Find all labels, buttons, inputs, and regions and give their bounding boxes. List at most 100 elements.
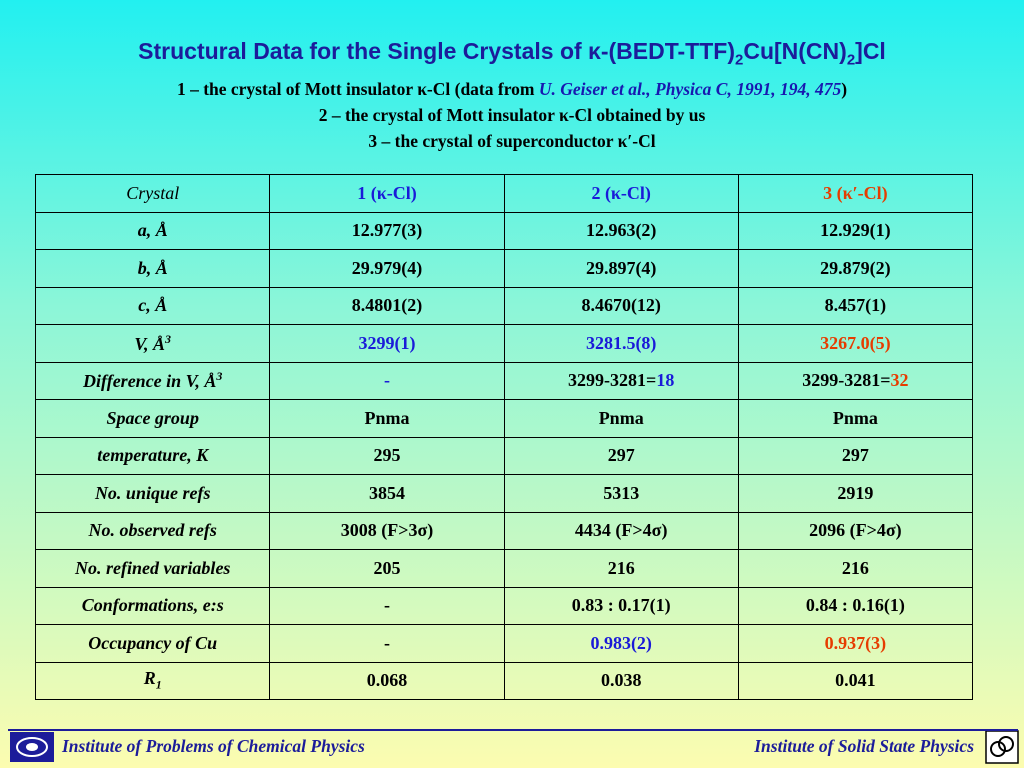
- table-cell: 0.84 : 0.16(1): [737, 586, 974, 625]
- table-cell: 1 (κ-Cl): [269, 174, 505, 213]
- table-row: temperature, K 295 297 297: [34, 436, 974, 475]
- table-cell: 0.83 : 0.17(1): [503, 586, 739, 625]
- table-cell: -: [269, 361, 505, 400]
- cell-text: 297: [841, 445, 869, 466]
- table-cell: 2919: [737, 474, 974, 513]
- cell-text: 8.4801(2): [351, 295, 423, 316]
- row-label-cell: No. observed refs: [34, 511, 271, 550]
- title-text: Structural Data for the Single Crystals …: [138, 38, 735, 64]
- cell-text: V, Å: [134, 333, 166, 354]
- row-label-cell: Crystal: [34, 174, 271, 213]
- cell-text: 3: [216, 369, 223, 384]
- cell-text: 3: [165, 331, 172, 346]
- table-cell: 4434 (F>4σ): [503, 511, 739, 550]
- table-cell: 8.4801(2): [269, 286, 505, 325]
- text: 3 – the crystal of superconductor κ′-Cl: [368, 131, 656, 151]
- cell-text: Pnma: [364, 407, 410, 428]
- cell-text: -: [383, 595, 390, 616]
- table-cell: 8.4670(12): [503, 286, 739, 325]
- table-cell: 297: [503, 436, 739, 475]
- row-label-cell: Difference in V, Å3: [34, 361, 271, 400]
- table-cell: 3299-3281=18: [503, 361, 739, 400]
- row-label-cell: a, Å: [34, 211, 271, 250]
- table-cell: 216: [503, 549, 739, 588]
- cell-text: 3299(1): [358, 332, 416, 353]
- cell-text: 5313: [603, 482, 640, 503]
- title-text: ]Cl: [855, 38, 886, 64]
- cell-text: Pnma: [598, 407, 644, 428]
- table-cell: 12.963(2): [503, 211, 739, 250]
- footer-right: Institute of Solid State Physics: [754, 736, 974, 756]
- cell-text: 0.937(3): [824, 632, 887, 653]
- cell-text: 0.83 : 0.17(1): [571, 595, 671, 616]
- subtitle-line: 1 – the crystal of Mott insulator κ-Cl (…: [0, 76, 1024, 102]
- table-cell: 3008 (F>3σ): [269, 511, 505, 550]
- cell-text: 3 (κ′-Cl): [823, 182, 888, 203]
- cell-text: 216: [607, 557, 635, 578]
- cell-text: c, Å: [138, 295, 168, 316]
- table-cell: Pnma: [269, 399, 505, 438]
- table-cell: 29.897(4): [503, 249, 739, 288]
- cell-text: 8.4670(12): [581, 295, 661, 316]
- title-sub: 2: [735, 51, 744, 69]
- cell-text: 2919: [837, 482, 874, 503]
- cell-text: 12.929(1): [820, 220, 891, 241]
- table-cell: 29.879(2): [737, 249, 974, 288]
- cell-text: 3281.5(8): [585, 332, 657, 353]
- logo-left: [10, 732, 54, 762]
- cell-text: 12.977(3): [351, 220, 423, 241]
- cell-text: Difference in V, Å: [83, 371, 217, 392]
- table-cell: -: [269, 586, 505, 625]
- row-label-cell: No. refined variables: [34, 549, 271, 588]
- cell-text: 3267.0(5): [820, 332, 891, 353]
- subtitle: 1 – the crystal of Mott insulator κ-Cl (…: [0, 76, 1024, 154]
- table-cell: 297: [737, 436, 974, 475]
- reference: U. Geiser et al., Physica C, 1991, 194, …: [538, 79, 842, 99]
- table-row: R1 0.068 0.038 0.041: [34, 661, 974, 700]
- table-cell: 0.983(2): [503, 624, 739, 663]
- table-cell: 3281.5(8): [503, 324, 739, 363]
- table-cell: 12.929(1): [737, 211, 974, 250]
- table-row: V, Å3 3299(1) 3281.5(8) 3267.0(5): [34, 324, 974, 363]
- title: Structural Data for the Single Crystals …: [0, 38, 1024, 69]
- footer-rule: [8, 729, 1018, 731]
- table-row: Crystal 1 (κ-Cl) 2 (κ-Cl) 3 (κ′-Cl): [34, 174, 974, 213]
- table-cell: 3299-3281=32: [737, 361, 974, 400]
- cell-text: No. unique refs: [94, 482, 211, 503]
- row-label-cell: Occupancy of Cu: [34, 624, 271, 663]
- data-table: Crystal 1 (κ-Cl) 2 (κ-Cl) 3 (κ′-Cl) a, Å 12.9…: [34, 174, 974, 700]
- table-row: No. refined variables 205 216 216: [34, 549, 974, 588]
- cell-text: 2 (κ-Cl): [591, 182, 651, 203]
- table-row: Difference in V, Å3 - 3299-3281=18 3299-328…: [34, 361, 974, 400]
- table-cell: 216: [737, 549, 974, 588]
- footer-left: Institute of Problems of Chemical Physic…: [62, 736, 365, 756]
- cell-text: 1 (κ-Cl): [357, 182, 417, 203]
- cell-text: -: [383, 632, 390, 653]
- table-cell: 2 (κ-Cl): [503, 174, 739, 213]
- cell-text: 12.963(2): [585, 220, 657, 241]
- cell-text: No. refined variables: [74, 557, 231, 578]
- row-label-cell: V, Å3: [34, 324, 271, 363]
- title-text: Cu[N(CN): [743, 38, 847, 64]
- cell-text: 18: [656, 370, 675, 391]
- table-cell: 12.977(3): [269, 211, 505, 250]
- cell-text: -: [383, 370, 390, 391]
- cell-text: 0.041: [835, 670, 876, 691]
- table-row: Occupancy of Cu - 0.983(2) 0.937(3): [34, 624, 974, 663]
- cell-text: Conformations, e:s: [81, 595, 224, 616]
- cell-text: 1: [155, 678, 162, 693]
- table-cell: 3267.0(5): [737, 324, 974, 363]
- cell-text: 0.84 : 0.16(1): [805, 595, 905, 616]
- table-cell: 2096 (F>4σ): [737, 511, 974, 550]
- cell-text: Space group: [106, 407, 199, 428]
- table-cell: 5313: [503, 474, 739, 513]
- cell-text: 297: [607, 445, 635, 466]
- row-label-cell: Space group: [34, 399, 271, 438]
- table-row: No. observed refs 3008 (F>3σ) 4434 (F>4σ) 2…: [34, 511, 974, 550]
- row-label-cell: b, Å: [34, 249, 271, 288]
- table-cell: 0.041: [737, 661, 974, 700]
- cell-text: Crystal: [126, 182, 180, 203]
- cell-text: 3854: [368, 482, 405, 503]
- table-row: c, Å 8.4801(2) 8.4670(12) 8.457(1): [34, 286, 974, 325]
